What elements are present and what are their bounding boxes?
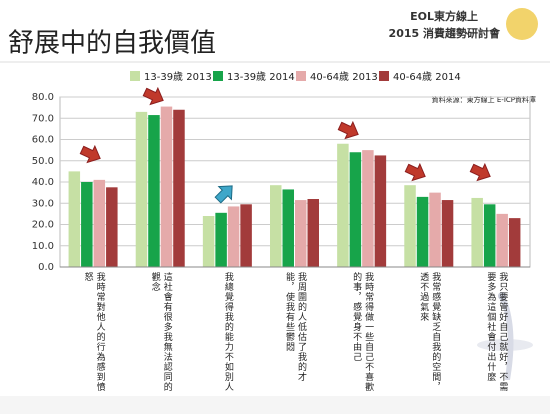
y-tick-label: 0.0 (38, 262, 54, 273)
x-tick-label: 我時常得做一些自己不喜歡的事，感覺身不由己 (351, 272, 374, 392)
bar (362, 150, 374, 267)
y-tick-label: 80.0 (32, 92, 54, 103)
bar (337, 143, 349, 267)
arrow (469, 162, 491, 182)
y-tick-label: 40.0 (32, 177, 54, 188)
bar (508, 218, 521, 267)
bar (374, 155, 387, 267)
bar (404, 185, 416, 267)
event: 2015 消費趨勢研討會 (389, 26, 501, 40)
bar (416, 196, 429, 267)
bar (483, 204, 496, 267)
bar (227, 206, 240, 267)
legend-swatch (213, 71, 223, 81)
bar (240, 204, 252, 267)
bar (429, 192, 441, 267)
y-tick-label: 10.0 (32, 241, 54, 252)
bar (135, 111, 148, 267)
bar (471, 197, 483, 267)
bar (93, 179, 106, 267)
arrow (142, 86, 164, 106)
legend-swatch (296, 71, 306, 81)
y-tick-label: 30.0 (32, 198, 54, 209)
bar (68, 171, 81, 267)
legend-label: 40-64歲 2013 (310, 70, 378, 83)
bar (173, 109, 185, 267)
y-tick-label: 70.0 (32, 113, 54, 124)
arrow (79, 144, 101, 164)
bar (270, 185, 282, 267)
arrow (337, 120, 359, 140)
x-tick-label: 我只要管好自己就好，不需要多為這個社會付出什麼 (485, 272, 508, 392)
bar (295, 200, 307, 267)
y-tick-label: 20.0 (32, 220, 54, 231)
arrow (214, 185, 233, 204)
legend-swatch (130, 71, 140, 81)
source: 資料來源：東方線上 E-ICP資料庫 (432, 95, 536, 104)
x-tick-label: 我時常對他人的行為感到憤怒 (82, 272, 105, 392)
slide-title: 舒展中的自我價值 (8, 29, 216, 59)
x-tick-label: 這社會有很多我無法認同的觀念 (149, 272, 172, 392)
legend-label: 13-39歲 2014 (227, 70, 295, 83)
bar (202, 216, 215, 267)
footer-band (0, 396, 550, 414)
brand: EOL東方線上 (410, 9, 478, 23)
y-tick-label: 50.0 (32, 156, 54, 167)
x-tick-label: 我總覺得我的能力不如別人 (222, 272, 233, 392)
bar (496, 213, 508, 267)
legend-label: 13-39歲 2013 (144, 70, 212, 83)
dancer (477, 292, 533, 380)
bar (81, 182, 93, 267)
y-tick-label: 60.0 (32, 135, 54, 146)
legend-swatch (379, 71, 389, 81)
arrow (404, 162, 426, 182)
bar (307, 199, 319, 267)
bar (349, 152, 362, 267)
bar (282, 189, 294, 267)
bar (160, 106, 173, 267)
bar (106, 187, 118, 267)
bar (215, 212, 227, 267)
bar (441, 200, 454, 267)
legend-label: 40-64歲 2014 (393, 70, 461, 83)
x-tick-label: 我周圍的人低估了我的才能，使我有些鬱悶 (284, 272, 306, 382)
arrows (79, 86, 491, 204)
x-tick-label: 我常感覺缺乏自我的空間，透不過氣來 (418, 272, 441, 392)
logo (506, 8, 538, 40)
bar (148, 115, 160, 267)
